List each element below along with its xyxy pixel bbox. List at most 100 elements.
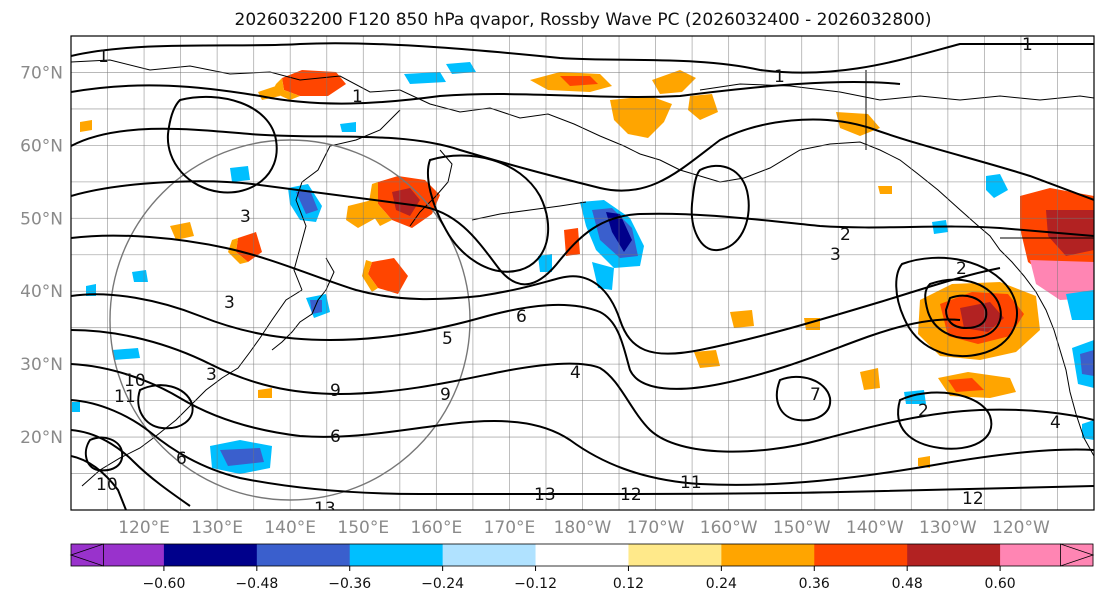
colorbar-tick-label: 0.24 — [706, 576, 737, 592]
latitude-label: 70°N — [20, 63, 63, 83]
shade-pos-arctic-1-core — [560, 76, 598, 86]
shade-neg-gulf-rim — [592, 262, 614, 290]
latitude-label: 30°N — [20, 355, 63, 375]
map-content: 1 1 1 2 3 3 5 6 9 9 7 6 4 2 4 11 12 13 1… — [71, 35, 1094, 519]
contour-label: 1 — [98, 47, 109, 67]
colorbar-max-extension — [1060, 543, 1095, 567]
colorbar: −0.60 −0.48 −0.36 −0.24 −0.12 0.12 0.24 0.36 0.4… — [69, 543, 1095, 592]
shade-neg-arctic-3 — [986, 174, 1008, 198]
contour-label: 5 — [442, 329, 453, 349]
contour-line — [71, 293, 961, 390]
contour-label: 11 — [680, 473, 702, 493]
latitude-labels: 20°N 30°N 40°N 50°N 60°N 70°N — [20, 63, 63, 448]
shade-neg-w1 — [112, 348, 140, 360]
shade-pos-ecs-rim — [228, 238, 248, 264]
contour-line — [775, 375, 832, 422]
contour-label: 3 — [206, 365, 217, 385]
contour-line — [71, 399, 1094, 496]
contour-label: 3 — [224, 293, 235, 313]
colorbar-tick-label: 0.12 — [613, 576, 644, 592]
colorbar-tick-label: −0.48 — [235, 576, 278, 592]
contour-line — [71, 42, 1094, 74]
colorbar-segment — [535, 544, 629, 566]
colorbar-segment — [814, 544, 908, 566]
contour-label: 12 — [962, 489, 984, 509]
shade-pos-kamchatka-core — [392, 188, 420, 216]
contour-line — [897, 391, 993, 450]
coastline-aleutians — [471, 201, 587, 221]
longitude-label: 170°W — [627, 518, 685, 538]
shade-neg-e1-core — [1080, 350, 1094, 376]
contour-label: 11 — [114, 387, 136, 407]
shade-pos-kuril-rim — [362, 260, 378, 292]
colorbar-tick-label: −0.36 — [328, 576, 371, 592]
longitude-label: 160°W — [700, 518, 758, 538]
longitude-label: 150°E — [337, 518, 389, 538]
shade-pos-okhotsk-1 — [346, 200, 376, 228]
longitude-label: 180°W — [554, 518, 612, 538]
figure-title: 2026032200 F120 850 hPa qvapor, Rossby W… — [235, 10, 932, 30]
shade-neg-japan-2-core — [310, 300, 322, 314]
coastline-alaska — [639, 141, 1094, 457]
colorbar-segments — [71, 544, 1094, 566]
contour-label: 2 — [956, 259, 967, 279]
colorbar-tick-label: −0.24 — [421, 576, 464, 592]
colorbar-segment — [907, 544, 1001, 566]
colorbar-segment — [349, 544, 444, 566]
shade-neg-trop-w-core — [220, 448, 264, 466]
contour-label: 12 — [620, 485, 642, 505]
colorbar-tick-label: 0.36 — [799, 576, 830, 592]
shade-pos-subtrop-d — [694, 350, 720, 368]
contour-line — [944, 294, 988, 330]
shade-pos-w7 — [258, 388, 272, 398]
contour-label: 1 — [352, 87, 363, 107]
colorbar-segment — [163, 544, 258, 566]
longitude-label: 120°W — [992, 518, 1050, 538]
contour-line — [166, 95, 278, 194]
colorbar-tick-label: 0.60 — [985, 576, 1016, 592]
contour-label: 13 — [314, 499, 336, 519]
shade-pos-alaska-1 — [610, 96, 672, 138]
contour-label: 4 — [570, 363, 581, 383]
longitude-label: 120°E — [118, 518, 170, 538]
shade-pos-w6 — [878, 186, 892, 194]
contour-label: 9 — [440, 385, 451, 405]
contour-label: 2 — [918, 401, 929, 421]
longitude-label: 130°E — [191, 518, 243, 538]
contour-line — [137, 384, 194, 430]
shade-neg-japan-core — [296, 190, 318, 214]
contour-line — [71, 329, 1094, 453]
shade-pos-w8 — [918, 456, 930, 468]
shade-pos-nepac-low-inner — [960, 302, 1004, 332]
map-frame — [70, 35, 1095, 511]
contour-line — [924, 278, 1002, 340]
coastline-kamchatka — [409, 149, 453, 227]
shade-neg-w3 — [230, 166, 250, 182]
colorbar-tick-label: −0.12 — [514, 576, 557, 592]
colorbar-tick-label: 0.48 — [892, 576, 923, 592]
longitude-label: 160°E — [411, 518, 463, 538]
shade-pos-nw-us — [1030, 260, 1094, 300]
contour-label: 1 — [1022, 35, 1033, 55]
contour-label: 13 — [534, 485, 556, 505]
contour-label: 4 — [1050, 413, 1061, 433]
contour-label: 2 — [840, 225, 851, 245]
colorbar-frame — [70, 543, 1094, 567]
shade-neg-w9 — [72, 402, 80, 412]
shade-pos-w3 — [80, 120, 92, 132]
longitude-label: 130°W — [919, 518, 977, 538]
latitude-label: 40°N — [20, 282, 63, 302]
shade-pos-subtrop-e-core — [948, 378, 984, 392]
colorbar-segment — [721, 544, 815, 566]
contour-label: 6 — [330, 427, 341, 447]
map-panel: 1 1 1 2 3 3 5 6 9 9 7 6 4 2 4 11 12 13 1… — [20, 35, 1095, 538]
shade-pos-kuril — [368, 258, 408, 294]
shade-neg-e3 — [1082, 420, 1094, 440]
contour-label: 9 — [330, 381, 341, 401]
contour-line — [71, 180, 1094, 286]
contour-label: 1 — [774, 67, 785, 87]
colorbar-ticks: −0.60 −0.48 −0.36 −0.24 −0.12 0.12 0.24 0.36 0.4… — [142, 566, 1016, 592]
shade-neg-w4 — [340, 122, 356, 132]
shade-neg-w5 — [132, 270, 148, 282]
shade-neg-arctic-1 — [446, 62, 476, 74]
